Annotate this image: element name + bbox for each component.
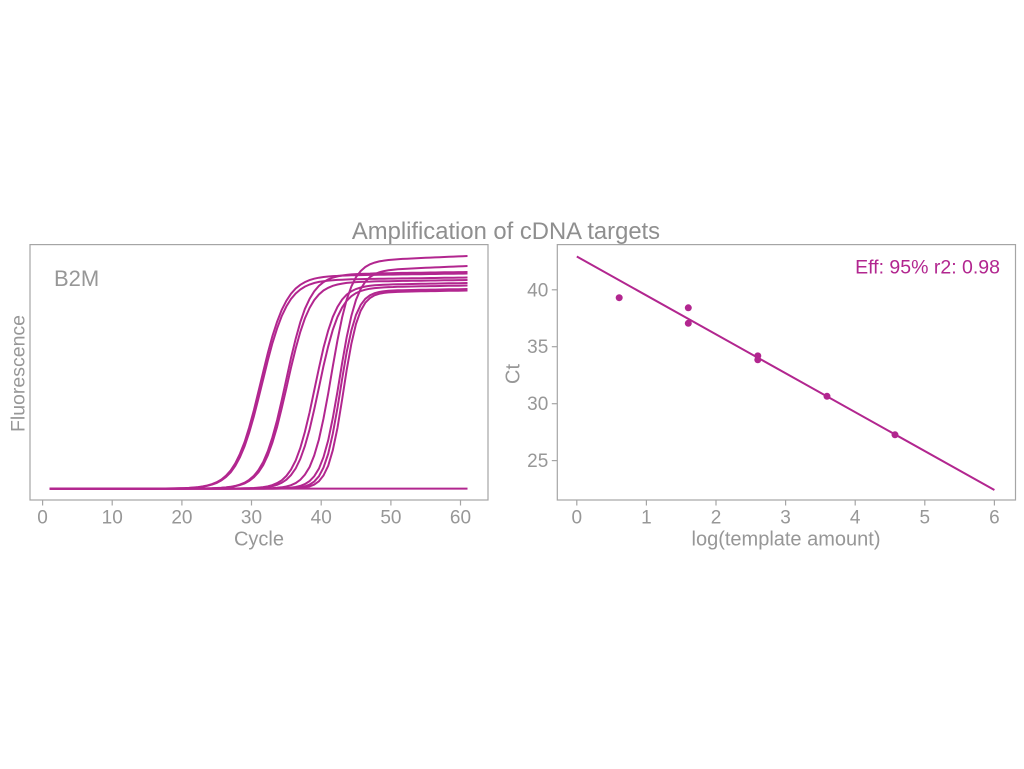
svg-text:Ct: Ct	[503, 364, 525, 384]
svg-text:25: 25	[527, 451, 548, 472]
svg-text:6: 6	[989, 508, 1000, 529]
svg-text:3: 3	[780, 508, 791, 529]
svg-text:35: 35	[527, 337, 548, 358]
svg-text:20: 20	[171, 508, 192, 529]
svg-text:30: 30	[241, 508, 262, 529]
svg-text:0: 0	[37, 508, 48, 529]
svg-text:50: 50	[380, 508, 401, 529]
svg-text:10: 10	[102, 508, 123, 529]
svg-text:1: 1	[641, 508, 652, 529]
svg-text:0: 0	[572, 508, 583, 529]
svg-text:30: 30	[527, 394, 548, 415]
svg-text:2: 2	[711, 508, 722, 529]
svg-text:40: 40	[527, 280, 548, 301]
svg-text:Fluorescence: Fluorescence	[8, 315, 30, 432]
svg-text:40: 40	[311, 508, 332, 529]
svg-text:log(template amount): log(template amount)	[692, 529, 881, 551]
svg-text:5: 5	[920, 508, 931, 529]
svg-text:Amplification of cDNA targets: Amplification of cDNA targets	[352, 218, 660, 245]
svg-text:60: 60	[450, 508, 471, 529]
svg-text:B2M: B2M	[54, 266, 99, 291]
svg-text:Eff: 95% r2: 0.98: Eff: 95% r2: 0.98	[855, 257, 1000, 279]
svg-text:Cycle: Cycle	[234, 529, 284, 551]
svg-text:4: 4	[850, 508, 861, 529]
